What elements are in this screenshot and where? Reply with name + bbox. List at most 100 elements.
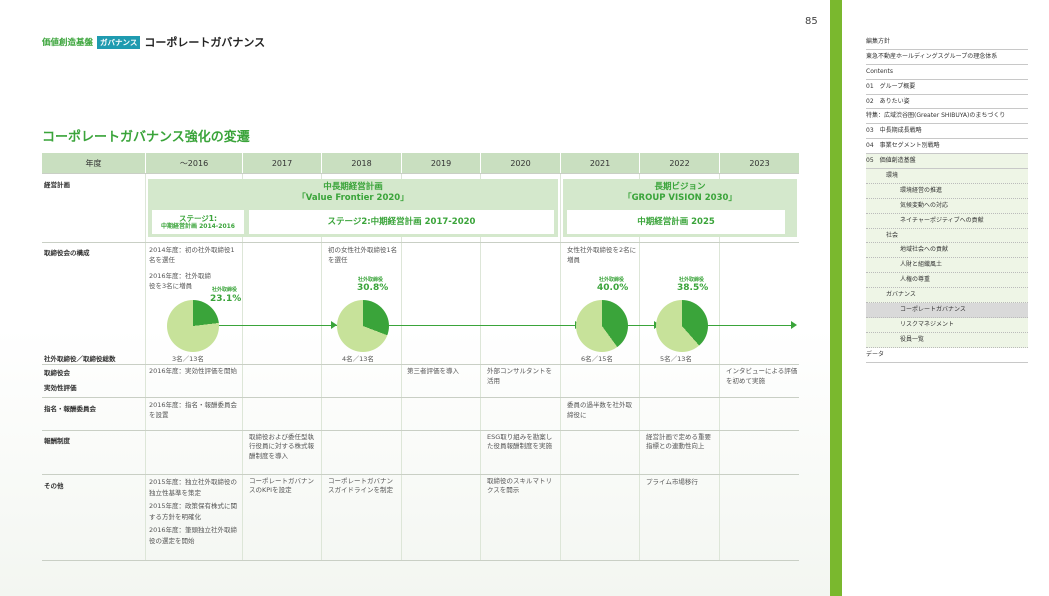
sidebar-item-env-mgmt[interactable]: 環境経営の推進 bbox=[866, 183, 1028, 199]
sidebar-item-01[interactable]: 01 グループ概要 bbox=[866, 80, 1028, 95]
section-color-bar bbox=[830, 0, 842, 596]
governance-timeline-table: 年度 ～2016 2017 2018 2019 2020 2021 2022 2… bbox=[42, 153, 799, 561]
row-label-compensation: 報酬制度 bbox=[44, 437, 70, 445]
grid-line bbox=[401, 173, 402, 561]
sidebar-item-talent[interactable]: 人財と組織風土 bbox=[866, 258, 1028, 274]
sidebar-item-environment[interactable]: 環境 bbox=[866, 169, 1028, 184]
other-2016-b: 2015年度：政策保有株式に関する方針を明確化 bbox=[149, 502, 238, 522]
sidebar-item-risk[interactable]: リスクマネジメント bbox=[866, 317, 1028, 333]
grid-line bbox=[639, 173, 640, 561]
sidebar-item-corporate-governance[interactable]: コーポレートガバナンス bbox=[866, 303, 1028, 318]
sidebar-item-philosophy[interactable]: 東急不動産ホールディングスグループの理念体系 bbox=[866, 50, 1028, 65]
row-label-ratio: 社外取締役／取締役総数 bbox=[44, 355, 116, 363]
page-number: 85 bbox=[805, 16, 818, 27]
header-2020: 2020 bbox=[481, 153, 560, 173]
section-title: コーポレートガバナンス強化の変遷 bbox=[42, 130, 250, 145]
pie-2018 bbox=[337, 300, 389, 352]
ratio-2016: 23.1% bbox=[210, 294, 242, 304]
grid-line bbox=[242, 173, 243, 561]
other-2022: プライム市場移行 bbox=[646, 478, 698, 486]
vision-title-1: 長期ビジョン bbox=[654, 182, 706, 192]
ratio-small-label: 社外取締役 bbox=[212, 287, 238, 293]
sidebar-item-nature[interactable]: ネイチャーポジティブへの貢献 bbox=[866, 213, 1028, 229]
ratio-small-label: 社外取締役 bbox=[599, 277, 625, 283]
sidebar-item-05[interactable]: 05 価値創造基盤 bbox=[866, 154, 1028, 170]
grid-line bbox=[719, 173, 720, 561]
header-2021: 2021 bbox=[561, 153, 639, 173]
header-2016: ～2016 bbox=[146, 153, 242, 173]
count-2016: 3名／13名 bbox=[172, 355, 204, 363]
stage1-plan: 中期経営計画 2014-2016 bbox=[161, 222, 235, 230]
grid-line bbox=[480, 173, 481, 561]
ratio-small-label: 社外取締役 bbox=[679, 277, 705, 283]
sidebar-item-climate[interactable]: 気候変動への対応 bbox=[866, 198, 1028, 214]
stage1-label: ステージ1: bbox=[178, 213, 218, 223]
page-background bbox=[0, 0, 830, 596]
arrowhead bbox=[331, 321, 337, 329]
grid-line bbox=[145, 173, 146, 561]
sidebar-item-02[interactable]: 02 ありたい姿 bbox=[866, 95, 1028, 110]
eval-2019: 第三者評価を導入 bbox=[407, 367, 459, 375]
sidebar-item-data[interactable]: データ bbox=[866, 348, 1028, 363]
plan-band-group-vision: 長期ビジョン 「GROUP VISION 2030」 中期経営計画 2025 bbox=[563, 179, 797, 237]
header-2023: 2023 bbox=[720, 153, 799, 173]
plan-title-2: 「Value Frontier 2020」 bbox=[297, 193, 409, 203]
breadcrumb-badge[interactable]: ガバナンス bbox=[97, 35, 141, 49]
sidebar-item-editorial-policy[interactable]: 編集方針 bbox=[866, 35, 1028, 50]
board-2021: 女性社外取締役を2名に増員 bbox=[567, 246, 637, 265]
ratio-2018: 30.8% bbox=[357, 283, 389, 293]
other-2016-c: 2016年度：筆頭独立社外取締役の選定を開始 bbox=[149, 526, 238, 546]
count-2022: 5名／13名 bbox=[660, 355, 692, 363]
sidebar-item-03[interactable]: 03 中長期成長戦略 bbox=[866, 124, 1028, 140]
sidebar-item-society[interactable]: 社会 bbox=[866, 228, 1028, 244]
row-divider bbox=[42, 364, 799, 365]
header-year: 年度 bbox=[42, 153, 145, 173]
other-2018: コーポレートガバナンスガイドラインを制定 bbox=[328, 477, 393, 495]
plan-title-1: 中長期経営計画 bbox=[323, 182, 383, 192]
other-2016: 2015年度：独立社外取締役の独立性基準を策定 2015年度：政策保有株式に関す… bbox=[149, 477, 243, 549]
sidebar-item-governance[interactable]: ガバナンス bbox=[866, 288, 1028, 304]
row-label-plan: 経営計画 bbox=[44, 181, 70, 189]
eval-2023: インタビューによる評価を初めて実施 bbox=[726, 367, 798, 386]
sidebar-item-contents[interactable]: Contents bbox=[866, 65, 1028, 80]
sidebar-item-feature[interactable]: 特集：広域渋谷圏(Greater SHIBUYA)のまちづくり bbox=[866, 109, 1028, 125]
grid-line bbox=[560, 173, 561, 561]
row-divider bbox=[42, 474, 799, 475]
breadcrumb-section[interactable]: 価値創造基盤 bbox=[42, 38, 94, 48]
row-label-eval-2: 実効性評価 bbox=[44, 384, 77, 392]
timeline-arrow-line bbox=[182, 325, 792, 326]
row-label-committee: 指名・報酬委員会 bbox=[44, 405, 96, 413]
pie-2016 bbox=[167, 300, 219, 352]
row-label-eval-1: 取締役会 bbox=[44, 369, 70, 377]
row-divider bbox=[42, 173, 799, 174]
plan-2025-box: 中期経営計画 2025 bbox=[567, 210, 785, 234]
comp-2020: ESG取り組みを勘案した役員報酬制度を実施 bbox=[487, 433, 553, 451]
header-2017: 2017 bbox=[243, 153, 321, 173]
page-title: コーポレートガバナンス bbox=[144, 36, 266, 49]
committee-2016: 2016年度：指名・報酬委員会を設置 bbox=[149, 401, 238, 420]
row-label-other: その他 bbox=[44, 482, 64, 490]
pie-2022 bbox=[656, 300, 708, 352]
header-2018: 2018 bbox=[322, 153, 401, 173]
other-2017: コーポレートガバナンスのKPIを設定 bbox=[249, 477, 314, 495]
ratio-2021: 40.0% bbox=[597, 283, 629, 293]
count-2021: 6名／15名 bbox=[581, 355, 613, 363]
sidebar-item-officers[interactable]: 役員一覧 bbox=[866, 332, 1028, 348]
arrowhead bbox=[791, 321, 797, 329]
row-divider bbox=[42, 430, 799, 431]
sidebar-item-community[interactable]: 地域社会への貢献 bbox=[866, 243, 1028, 259]
sidebar-item-04[interactable]: 04 事業セグメント別戦略 bbox=[866, 139, 1028, 155]
other-2020: 取締役のスキルマトリクスを開示 bbox=[487, 477, 552, 495]
vision-title-2: 「GROUP VISION 2030」 bbox=[623, 193, 737, 203]
other-2016-a: 2015年度：独立社外取締役の独立性基準を策定 bbox=[149, 478, 238, 498]
row-divider bbox=[42, 242, 799, 243]
row-divider bbox=[42, 397, 799, 398]
header-2022: 2022 bbox=[640, 153, 719, 173]
sidebar-item-human-rights[interactable]: 人権の尊重 bbox=[866, 273, 1028, 289]
sidebar-nav: 編集方針 東急不動産ホールディングスグループの理念体系 Contents 01 … bbox=[866, 35, 1028, 363]
plan-band-value-frontier: 中長期経営計画 「Value Frontier 2020」 ステージ1: 中期経… bbox=[148, 179, 558, 237]
board-2018: 初の女性社外取締役1名を選任 bbox=[328, 246, 398, 265]
breadcrumb: 価値創造基盤 ガバナンス コーポレートガバナンス bbox=[42, 34, 265, 50]
count-2018: 4名／13名 bbox=[342, 355, 374, 363]
board-2016-b: 2016年度：社外取締役を3名に増員 bbox=[149, 272, 212, 291]
